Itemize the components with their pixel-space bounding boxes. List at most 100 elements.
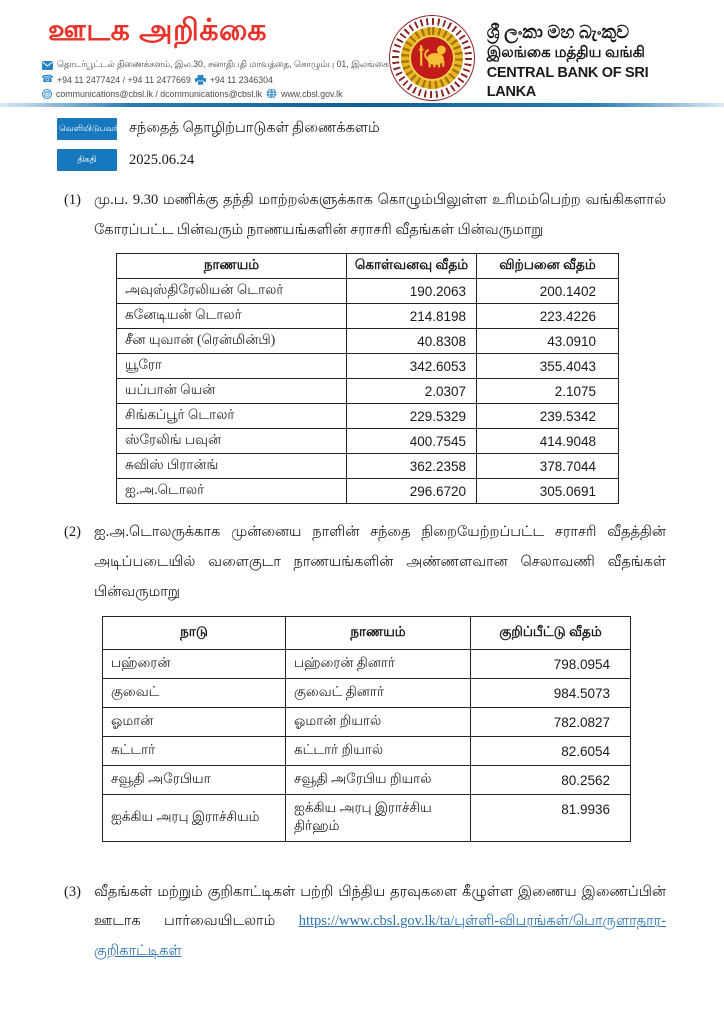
header-buying-rate: கொள்வனவு வீதம் <box>346 253 477 280</box>
release-info: வெளியிடுபவர் சந்தைத் தொழிற்பாடுகள் திணைக… <box>57 118 380 180</box>
section-text: வீதங்கள் மற்றும் குறிகாட்டிகள் பற்றி பிந… <box>94 883 666 930</box>
indicative-rate-cell: 798.0954 <box>470 648 631 679</box>
table-row: சவூதி அரேபியா சவூதி அரேபிய றியால் 80.256… <box>102 764 631 795</box>
selling-rate-cell: 43.0910 <box>476 328 619 355</box>
section-text-with-link: வீதங்கள் மற்றும் குறிகாட்டிகள் பற்றி பிந… <box>94 878 666 967</box>
header-divider <box>0 103 724 107</box>
address-text: தொடர்பூட்டல் திணைக்களம், இல.30, சனாதிபதி… <box>57 59 389 69</box>
selling-rate-cell: 414.9048 <box>476 428 619 455</box>
buying-rate-cell: 342.6053 <box>346 353 477 380</box>
section-number: (1) <box>64 192 81 208</box>
indicative-rate-cell: 82.6054 <box>470 735 631 766</box>
buying-rate-cell: 40.8308 <box>346 328 477 355</box>
selling-rate-cell: 223.4226 <box>476 303 619 330</box>
currency-cell: சவூதி அரேபிய றியால் <box>285 764 471 795</box>
currency-cell: கனேடியன் டொலர் <box>116 303 347 330</box>
table-header-row: நாணயம் கொள்வனவு வீதம் விற்பனை வீதம் <box>116 253 619 280</box>
section-number: (2) <box>64 524 81 541</box>
date-value: 2025.06.24 <box>129 151 195 168</box>
table-row: ஓமான் ஓமான் றியால் 782.0827 <box>102 706 631 737</box>
lion-icon <box>415 39 449 78</box>
table-row: ஐ.அ.டொலர் 296.6720 305.0691 <box>116 478 619 505</box>
table-row: ஐக்கிய அரபு இராச்சியம் ஐக்கிய அரபு இராச்… <box>102 793 631 842</box>
issuer-row: வெளியிடுபவர் சந்தைத் தொழிற்பாடுகள் திணைக… <box>57 118 380 140</box>
telegraphic-rates-table-wrap: நாணயம் கொள்வனவு வீதம் விற்பனை வீதம் அவுஸ… <box>116 253 666 505</box>
phone-line: ☎ +94 11 2477424 / +94 11 2477669 +94 11… <box>41 74 389 85</box>
document-body: (1) மு.ப. 9.30 மணிக்கு தந்தி மாற்றல்களுக… <box>64 186 666 975</box>
bank-name-tamil: இலங்கை மத்திய வங்கி <box>486 45 645 62</box>
section-text: மு.ப. 9.30 மணிக்கு தந்தி மாற்றல்களுக்காக… <box>94 192 666 238</box>
currency-cell: சுவிஸ் பிரான்ங் <box>116 453 347 480</box>
country-cell: கட்டார் <box>102 735 286 766</box>
country-cell: சவூதி அரேபியா <box>102 764 286 795</box>
country-cell: பஹ்ரைன் <box>102 648 286 679</box>
header-country: நாடு <box>102 615 286 650</box>
section-2: (2) ஐ.அ.டொலருக்காக முன்னைய நாளின் சந்தை … <box>64 518 666 607</box>
selling-rate-cell: 305.0691 <box>476 478 619 505</box>
phone-numbers: +94 11 2477424 / +94 11 2477669 <box>57 74 191 85</box>
buying-rate-cell: 296.6720 <box>346 478 477 505</box>
currency-cell: ஐக்கிய அரபு இராச்சிய திர்ஹம் <box>285 793 471 842</box>
telegraphic-rates-table: நாணயம் கொள்வனவு வீதம் விற்பனை வீதம் அவுஸ… <box>116 253 619 505</box>
currency-cell: ஸ்ரேலிங் பவுன் <box>116 428 347 455</box>
buying-rate-cell: 2.0307 <box>346 378 477 405</box>
buying-rate-cell: 229.5329 <box>346 403 477 430</box>
issuer-value: சந்தைத் தொழிற்பாடுகள் திணைக்களம் <box>129 120 380 136</box>
section-3: (3) வீதங்கள் மற்றும் குறிகாட்டிகள் பற்றி… <box>64 878 666 967</box>
date-label: திகதி <box>57 149 117 171</box>
table-row: அவுஸ்திரேலியன் டொலர் 190.2063 200.1402 <box>116 278 619 305</box>
indicative-rate-cell: 984.5073 <box>470 677 631 708</box>
currency-cell: அவுஸ்திரேலியன் டொலர் <box>116 278 347 305</box>
header-right: ශ්‍රී ලංකා මහ බැංකුව இலங்கை மத்திய வங்கி… <box>388 12 696 102</box>
table-row: கனேடியன் டொலர் 214.8198 223.4226 <box>116 303 619 330</box>
table-row: சிங்கப்பூர் டொலர் 229.5329 239.5342 <box>116 403 619 430</box>
selling-rate-cell: 2.1075 <box>476 378 619 405</box>
header-currency: நாணயம் <box>116 253 347 280</box>
table-row: சீன யுவான் (ரென்மின்பி) 40.8308 43.0910 <box>116 328 619 355</box>
section-1: (1) மு.ப. 9.30 மணிக்கு தந்தி மாற்றல்களுக… <box>64 186 666 245</box>
bank-names: ශ්‍රී ලංකා මහ බැංකුව இலங்கை மத்திய வங்கி… <box>487 15 696 102</box>
country-cell: ஐக்கிய அரபு இராச்சியம் <box>102 793 286 842</box>
country-cell: ஓமான் <box>102 706 286 737</box>
header-left: ஊடக அறிக்கை தொடர்பூட்டல் திணைக்களம், இல.… <box>40 12 389 102</box>
currency-cell: பஹ்ரைன் தினார் <box>285 648 471 679</box>
media-release-title: ஊடக அறிக்கை <box>48 14 268 47</box>
header: ஊடக அறிக்கை தொடர்பூட்டல் திணைக்களம், இல.… <box>40 12 696 102</box>
fax-printer-icon <box>194 74 206 85</box>
gulf-rates-table-wrap: நாடு நாணயம் குறிப்பீட்டு வீதம் பஹ்ரைன் ப… <box>102 615 666 842</box>
table-row: குவைட் குவைட் தினார் 984.5073 <box>102 677 631 708</box>
cbsl-seal <box>388 15 475 101</box>
cbsl-statistics-link[interactable]: https://www.cbsl.gov.lk/ta/புள்ளி-விபரங்… <box>94 913 666 960</box>
envelope-icon <box>42 60 53 71</box>
country-cell: குவைட் <box>102 677 286 708</box>
date-row: திகதி 2025.06.24 <box>57 149 380 171</box>
bank-name-english: CENTRAL BANK OF SRI LANKA <box>486 64 649 100</box>
header-currency: நாணயம் <box>285 615 471 650</box>
table-row: பஹ்ரைன் பஹ்ரைன் தினார் 798.0954 <box>102 648 631 679</box>
buying-rate-cell: 190.2063 <box>346 278 477 305</box>
gulf-rates-table: நாடு நாணயம் குறிப்பீட்டு வீதம் பஹ்ரைன் ப… <box>102 615 631 842</box>
currency-cell: ஓமான் றியால் <box>285 706 471 737</box>
indicative-rate-cell: 81.9936 <box>470 793 631 842</box>
section-text: ஐ.அ.டொலருக்காக முன்னைய நாளின் சந்தை நிறை… <box>94 524 666 600</box>
selling-rate-cell: 200.1402 <box>476 278 619 305</box>
table-row: ஸ்ரேலிங் பவுன் 400.7545 414.9048 <box>116 428 619 455</box>
address-line: தொடர்பூட்டல் திணைக்களம், இல.30, சனாதிபதி… <box>42 59 389 71</box>
email-addresses: communications@cbsl.lk / dcommunications… <box>56 88 263 99</box>
selling-rate-cell: 355.4043 <box>476 353 619 380</box>
currency-cell: யூரோ <box>116 353 347 380</box>
currency-cell: கட்டார் றியால் <box>285 735 471 766</box>
buying-rate-cell: 362.2358 <box>346 453 477 480</box>
table-row: யூரோ 342.6053 355.4043 <box>116 353 619 380</box>
currency-cell: குவைட் தினார் <box>285 677 471 708</box>
header-selling-rate: விற்பனை வீதம் <box>476 253 619 280</box>
indicative-rate-cell: 80.2562 <box>470 764 631 795</box>
buying-rate-cell: 400.7545 <box>346 428 477 455</box>
currency-cell: யப்பான் யென் <box>116 378 347 405</box>
selling-rate-cell: 378.7044 <box>476 453 619 480</box>
header-indicative-rate: குறிப்பீட்டு வீதம் <box>470 615 631 650</box>
indicative-rate-cell: 782.0827 <box>470 706 631 737</box>
globe-icon <box>266 88 277 99</box>
bank-name-sinhala: ශ්‍රී ලංකා මහ බැංකුව <box>486 22 630 42</box>
table-header-row: நாடு நாணயம் குறிப்பீட்டு வீதம் <box>102 615 631 650</box>
